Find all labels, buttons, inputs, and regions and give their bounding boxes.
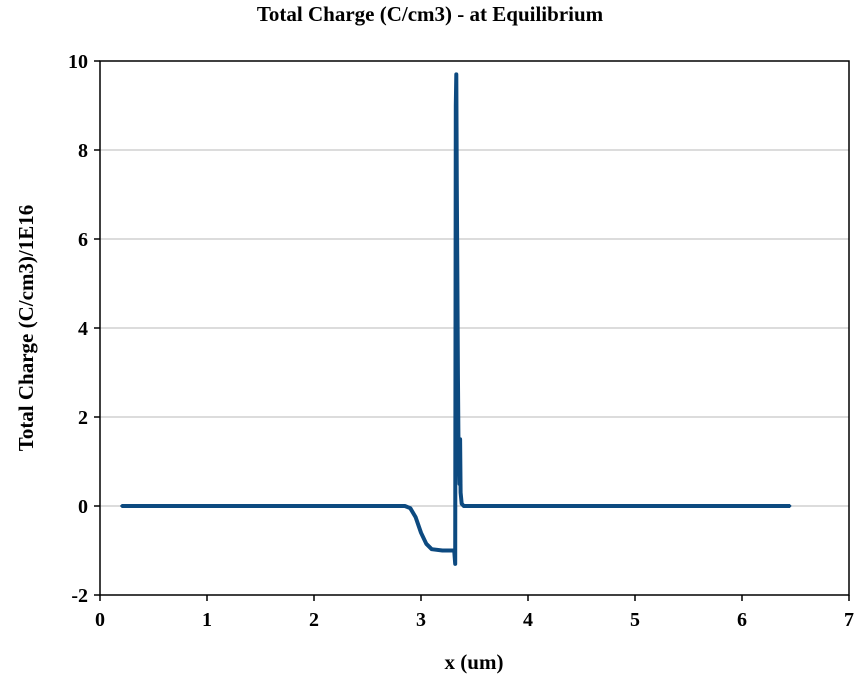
series-line (121, 72, 791, 566)
y-tick-label: 8 (78, 140, 88, 162)
y-tick-label: 10 (68, 51, 88, 73)
data-point (453, 549, 456, 552)
x-axis-label: x (um) (445, 650, 504, 674)
y-tick-label: 0 (78, 496, 88, 518)
data-point (458, 482, 461, 485)
data-point (456, 282, 459, 285)
data-point (462, 504, 465, 508)
gridlines (100, 149, 849, 507)
data-point (455, 73, 458, 76)
data-point (441, 549, 444, 552)
data-point (454, 104, 457, 107)
data-point (454, 562, 457, 566)
x-tick-label: 6 (737, 609, 747, 631)
x-tick-label: 7 (844, 609, 854, 631)
data-point (425, 542, 428, 545)
data-point (120, 504, 123, 508)
data-point (419, 531, 423, 534)
x-tick-label: 5 (630, 609, 640, 631)
data-point (457, 460, 461, 463)
data-point (403, 504, 407, 508)
chart-title: Total Charge (C/cm3) - at Equilibrium (257, 2, 604, 26)
data-point (459, 491, 462, 494)
data-point (409, 507, 412, 510)
y-tick-label: -2 (71, 585, 88, 607)
data-point (789, 504, 792, 508)
x-tick-label: 1 (202, 609, 212, 631)
data-series (120, 72, 792, 566)
data-point (456, 371, 460, 374)
y-tick-label: 6 (78, 229, 88, 251)
data-point (455, 184, 458, 187)
data-point (460, 502, 463, 505)
data-point (430, 548, 433, 551)
x-tick-label: 4 (523, 609, 533, 631)
x-tick-label: 2 (309, 609, 319, 631)
x-tick-label: 3 (416, 609, 426, 631)
x-tick-label: 0 (95, 609, 105, 631)
data-point (414, 515, 417, 519)
data-point (458, 438, 462, 441)
data-point (468, 504, 471, 508)
y-axis-label: Total Charge (C/cm3)/1E16 (14, 205, 38, 452)
data-point (457, 433, 460, 436)
x-axis: 0 1 2 3 4 5 6 7 (95, 595, 854, 631)
y-tick-label: 2 (78, 407, 88, 429)
y-axis: -2 0 2 4 6 8 10 (68, 51, 100, 607)
y-tick-label: 4 (78, 318, 88, 340)
